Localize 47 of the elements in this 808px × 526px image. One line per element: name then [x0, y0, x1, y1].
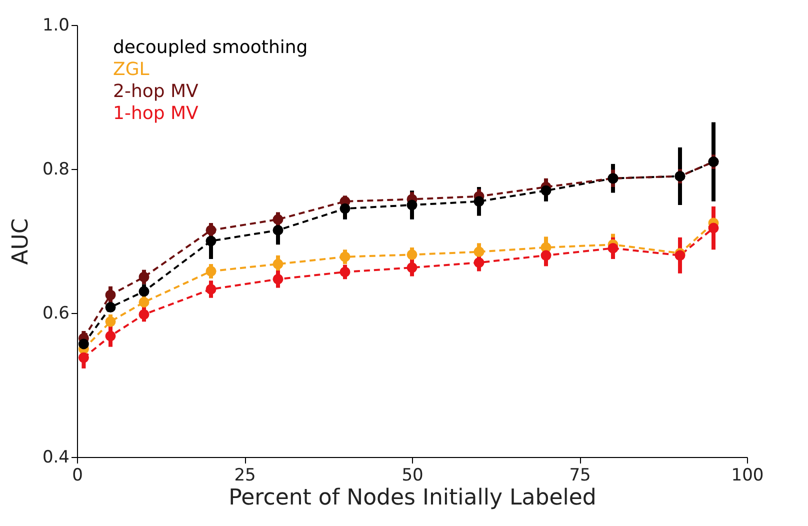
point — [272, 214, 284, 225]
point — [608, 242, 618, 254]
x-tick-label: 0 — [72, 466, 83, 486]
point — [272, 258, 284, 270]
point — [540, 185, 552, 196]
point — [105, 290, 116, 300]
y-tick-label: 0.4 — [42, 448, 70, 468]
point — [105, 330, 116, 342]
point — [340, 266, 350, 278]
point — [474, 246, 484, 258]
y-axis-title: AUC — [8, 218, 34, 265]
point — [105, 302, 116, 312]
point — [406, 262, 418, 273]
point — [674, 250, 686, 261]
point — [406, 249, 418, 260]
point — [206, 284, 216, 294]
x-tick-label: 25 — [234, 466, 256, 486]
point — [474, 257, 484, 268]
x-tick-label: 100 — [731, 466, 764, 486]
point — [78, 352, 89, 363]
y-tick-label: 1.0 — [42, 16, 70, 36]
point — [340, 203, 350, 214]
text: 2-hop MV — [113, 81, 200, 102]
point — [540, 250, 552, 261]
x-tick-label: 75 — [569, 466, 591, 486]
point — [340, 252, 350, 262]
point — [206, 236, 216, 246]
y-tick-label: 0.6 — [42, 304, 70, 324]
point — [708, 222, 719, 234]
point — [474, 196, 484, 207]
text: ZGL — [113, 59, 150, 80]
point — [272, 224, 284, 236]
y-tick-label: 0.8 — [42, 160, 70, 180]
text: decoupled smoothing — [113, 37, 308, 58]
point — [105, 316, 116, 327]
text: 1-hop MV — [113, 103, 200, 124]
point — [138, 296, 150, 308]
point — [406, 200, 418, 210]
point — [138, 309, 150, 320]
x-tick-label: 50 — [402, 466, 424, 486]
point — [206, 224, 216, 236]
x-axis-title: Percent of Nodes Initially Labeled — [228, 486, 596, 510]
point — [272, 274, 284, 284]
point — [138, 272, 150, 282]
point — [78, 338, 89, 350]
point — [138, 286, 150, 297]
point — [206, 266, 216, 276]
